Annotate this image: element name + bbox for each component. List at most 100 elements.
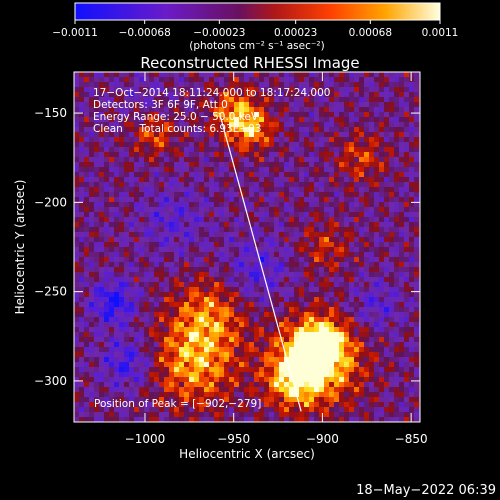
heatmap-cell — [224, 232, 230, 238]
heatmap-cell — [409, 307, 415, 313]
heatmap-cell — [284, 132, 290, 138]
heatmap-cell — [274, 217, 280, 223]
heatmap-cell — [184, 342, 190, 348]
heatmap-cell — [299, 152, 305, 158]
heatmap-cell — [334, 207, 340, 213]
heatmap-cell — [349, 112, 355, 118]
heatmap-cell — [289, 227, 295, 233]
heatmap-cell — [334, 347, 340, 353]
heatmap-cell — [204, 397, 210, 403]
heatmap-cell — [349, 242, 355, 248]
heatmap-cell — [239, 102, 245, 108]
heatmap-cell — [229, 417, 235, 422]
heatmap-cell — [354, 197, 360, 203]
heatmap-cell — [394, 222, 400, 228]
heatmap-cell — [159, 342, 165, 348]
heatmap-cell — [264, 402, 270, 408]
heatmap-cell — [404, 142, 410, 148]
heatmap-cell — [334, 172, 340, 178]
heatmap-cell — [249, 237, 255, 243]
heatmap-cell — [369, 87, 375, 93]
heatmap-cell — [304, 167, 310, 173]
heatmap-cell — [164, 387, 170, 393]
heatmap-cell — [229, 257, 235, 263]
heatmap-cell — [114, 312, 120, 318]
heatmap-cell — [124, 417, 130, 422]
heatmap-cell — [169, 182, 175, 188]
heatmap-cell — [279, 372, 285, 378]
heatmap-cell — [284, 232, 290, 238]
heatmap-cell — [199, 97, 205, 103]
heatmap-cell — [284, 217, 290, 223]
heatmap-cell — [214, 197, 220, 203]
heatmap-cell — [134, 237, 140, 243]
heatmap-cell — [204, 347, 210, 353]
heatmap-cell — [299, 197, 305, 203]
heatmap-cell — [229, 127, 235, 133]
heatmap-cell — [169, 407, 175, 413]
heatmap-cell — [259, 222, 265, 228]
heatmap-cell — [209, 87, 215, 93]
heatmap-cell — [89, 227, 95, 233]
heatmap-cell — [229, 352, 235, 358]
heatmap-cell — [289, 187, 295, 193]
heatmap-cell — [179, 247, 185, 253]
heatmap-cell — [359, 162, 365, 168]
heatmap-cell — [409, 77, 415, 83]
heatmap-cell — [299, 417, 305, 422]
heatmap-cell — [329, 122, 335, 128]
heatmap-cell — [379, 317, 385, 323]
heatmap-cell — [219, 397, 225, 403]
heatmap-cell — [94, 417, 100, 422]
heatmap-cell — [344, 232, 350, 238]
heatmap-cell — [324, 242, 330, 248]
heatmap-cell — [134, 387, 140, 393]
heatmap-cell — [84, 252, 90, 258]
heatmap-cell — [414, 332, 420, 338]
heatmap-cell — [139, 197, 145, 203]
heatmap-cell — [329, 167, 335, 173]
heatmap-cell — [104, 87, 110, 93]
heatmap-cell — [139, 207, 145, 213]
heatmap-cell — [284, 142, 290, 148]
heatmap-cell — [179, 277, 185, 283]
heatmap-cell — [304, 342, 310, 348]
heatmap-cell — [169, 92, 175, 98]
heatmap-cell — [274, 162, 280, 168]
heatmap-cell — [74, 232, 80, 238]
heatmap-cell — [379, 322, 385, 328]
heatmap-cell — [274, 202, 280, 208]
heatmap-cell — [164, 342, 170, 348]
heatmap-cell — [354, 107, 360, 113]
heatmap-cell — [239, 292, 245, 298]
heatmap-cell — [364, 307, 370, 313]
heatmap-cell — [299, 252, 305, 258]
heatmap-cell — [289, 237, 295, 243]
heatmap-cell — [74, 272, 80, 278]
heatmap-cell — [319, 167, 325, 173]
heatmap-cell — [274, 372, 280, 378]
heatmap-cell — [284, 342, 290, 348]
heatmap-cell — [229, 372, 235, 378]
heatmap-cell — [394, 162, 400, 168]
heatmap-cell — [79, 177, 85, 183]
heatmap-cell — [169, 387, 175, 393]
heatmap-cell — [114, 417, 120, 422]
heatmap-cell — [209, 197, 215, 203]
heatmap-cell — [84, 222, 90, 228]
heatmap-cell — [129, 132, 135, 138]
heatmap-cell — [374, 122, 380, 128]
heatmap-cell — [339, 192, 345, 198]
heatmap-cell — [164, 282, 170, 288]
heatmap-cell — [214, 367, 220, 373]
heatmap-cell — [164, 232, 170, 238]
heatmap-cell — [344, 382, 350, 388]
heatmap-cell — [374, 372, 380, 378]
heatmap-cell — [389, 87, 395, 93]
heatmap-cell — [149, 82, 155, 88]
heatmap-cell — [239, 237, 245, 243]
heatmap-cell — [244, 177, 250, 183]
heatmap-cell — [184, 317, 190, 323]
heatmap-cell — [199, 337, 205, 343]
heatmap-cell — [289, 347, 295, 353]
